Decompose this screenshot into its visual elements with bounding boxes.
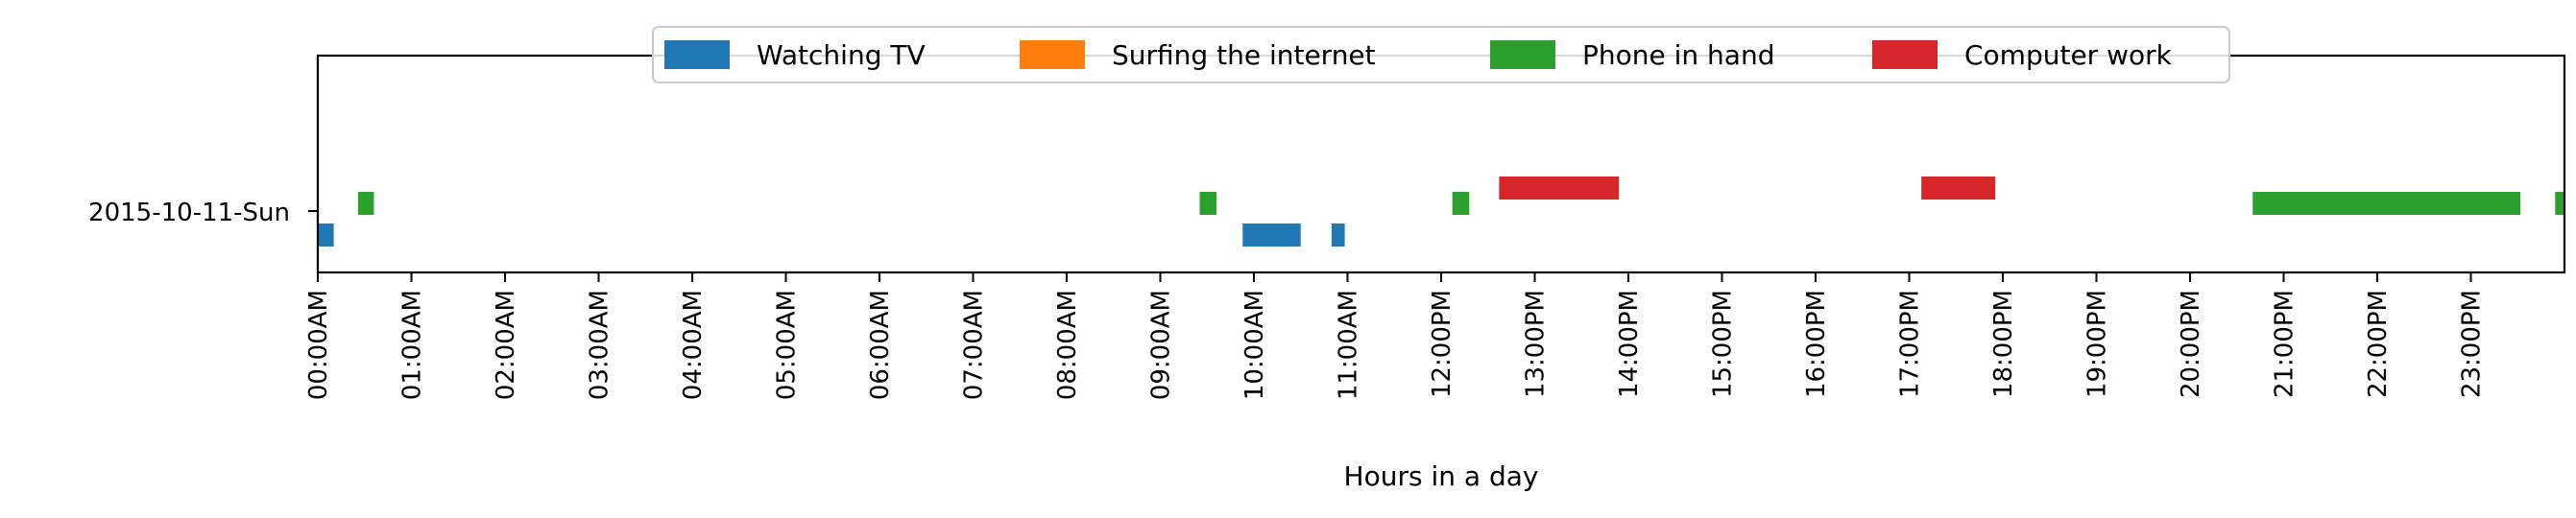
bar-phone-in-hand xyxy=(357,192,374,215)
legend-swatch xyxy=(1490,40,1555,69)
bar-watching-tv xyxy=(318,224,334,247)
x-tick-label: 00:00AM xyxy=(304,290,333,400)
x-tick-label: 12:00PM xyxy=(1428,290,1457,398)
x-tick-label: 06:00AM xyxy=(866,290,895,400)
bar-watching-tv xyxy=(1331,224,1345,247)
y-category-label: 2015-10-11-Sun xyxy=(88,199,290,227)
bar-phone-in-hand xyxy=(1199,192,1216,215)
x-tick-label: 13:00PM xyxy=(1522,290,1551,398)
bar-phone-in-hand xyxy=(2555,192,2565,215)
x-tick-label: 21:00PM xyxy=(2271,290,2299,398)
x-tick-label: 19:00PM xyxy=(2083,290,2112,398)
x-tick-label: 01:00AM xyxy=(398,290,427,400)
bar-watching-tv xyxy=(1242,224,1301,247)
x-axis-label: Hours in a day xyxy=(1344,460,1539,492)
x-tick-label: 18:00PM xyxy=(1989,290,2018,398)
x-tick-label: 04:00AM xyxy=(679,290,708,400)
x-tick-label: 09:00AM xyxy=(1147,290,1176,400)
axes-frame xyxy=(316,54,2566,274)
legend-items: Watching TV Surfing the internet Phone in … xyxy=(664,39,2173,71)
bars-layer xyxy=(318,177,2565,247)
x-tick-label: 14:00PM xyxy=(1615,290,1644,398)
x-tick-label: 16:00PM xyxy=(1802,290,1831,398)
bar-phone-in-hand xyxy=(1452,192,1470,215)
legend: Watching TV Surfing the internet Phone in … xyxy=(652,26,2230,83)
legend-swatch xyxy=(1872,40,1938,69)
x-tick-label: 03:00AM xyxy=(586,290,614,400)
x-tick-label: 08:00AM xyxy=(1053,290,1082,400)
legend-swatch xyxy=(1020,40,1085,69)
bar-computer-work xyxy=(1499,177,1620,200)
x-tick-label: 15:00PM xyxy=(1709,290,1738,398)
x-tick-label: 23:00PM xyxy=(2458,290,2487,398)
x-tick-label: 11:00AM xyxy=(1335,290,1363,400)
bar-phone-in-hand xyxy=(2252,192,2521,215)
legend-label: Phone in hand xyxy=(1582,39,1774,71)
legend-label: Computer work xyxy=(1964,39,2173,71)
legend-label: Watching TV xyxy=(757,39,926,71)
bar-computer-work xyxy=(1921,177,1996,200)
x-tick-label: 10:00AM xyxy=(1240,290,1269,400)
x-tick-label: 17:00PM xyxy=(1896,290,1925,398)
legend-swatch xyxy=(664,40,730,69)
legend-label: Surfing the internet xyxy=(1112,39,1376,71)
x-tick-label: 20:00PM xyxy=(2177,290,2205,398)
x-tick-label: 22:00PM xyxy=(2364,290,2393,398)
x-tick-label: 02:00AM xyxy=(492,290,520,400)
x-tick-label: 07:00AM xyxy=(960,290,989,400)
x-axis: 00:00AM 01:00AM 02:00AM 03:00AM 04:00AM 05:00… xyxy=(304,272,2487,400)
x-tick-label: 05:00AM xyxy=(773,290,802,400)
y-axis: 2015-10-11-Sun xyxy=(88,199,318,227)
